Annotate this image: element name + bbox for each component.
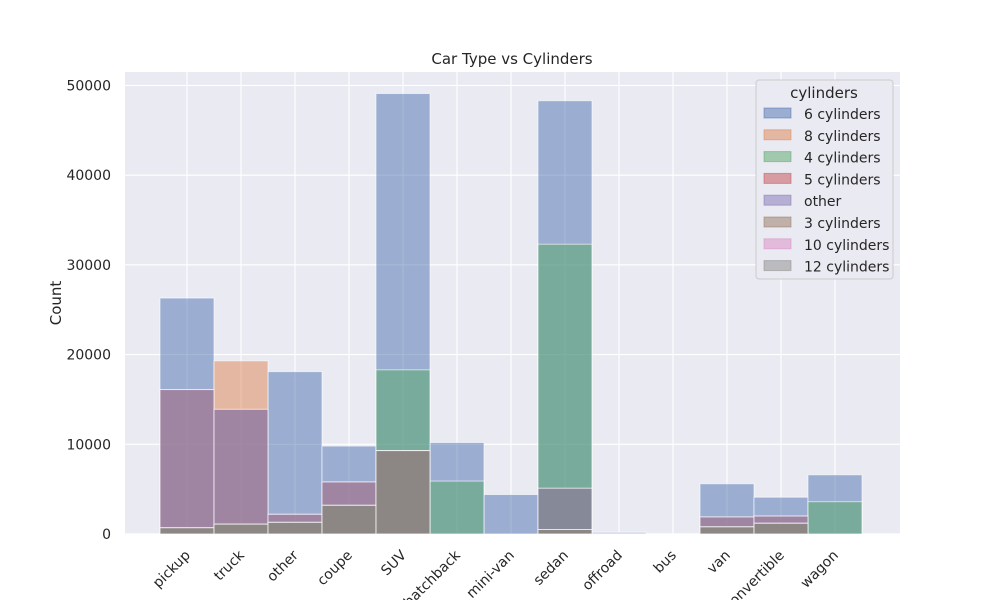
bar xyxy=(591,532,647,535)
bar xyxy=(159,527,215,535)
bar xyxy=(483,494,539,535)
bars xyxy=(159,93,863,535)
x-tick-label: SUV xyxy=(378,547,410,579)
bar xyxy=(699,526,755,535)
legend-swatch xyxy=(763,172,792,184)
x-tick-label: convertible xyxy=(721,548,788,600)
bar xyxy=(267,521,323,535)
legend-title: cylinders xyxy=(790,84,858,102)
y-tick-label: 30000 xyxy=(66,258,111,274)
legend-label: other xyxy=(804,194,842,210)
bar xyxy=(321,504,377,535)
legend-label: 12 cylinders xyxy=(804,260,889,276)
legend-swatch xyxy=(763,238,792,250)
x-tick-label: van xyxy=(704,548,734,578)
x-tick-label: pickup xyxy=(150,547,194,591)
legend-swatch xyxy=(763,194,792,206)
x-tick-label: wagon xyxy=(798,548,842,592)
y-axis-label: Count xyxy=(47,281,65,326)
y-tick-label: 40000 xyxy=(66,168,111,184)
x-tick-label: sedan xyxy=(531,548,572,589)
x-tick-label: offroad xyxy=(579,548,625,594)
legend-swatch xyxy=(763,151,792,163)
x-tick-label: hatchback xyxy=(401,547,464,600)
bar xyxy=(159,389,215,535)
legend-swatch xyxy=(763,216,792,228)
bar xyxy=(213,523,269,535)
legend-label: 4 cylinders xyxy=(804,151,881,167)
legend-label: 6 cylinders xyxy=(804,107,881,123)
y-tick-label: 0 xyxy=(102,527,111,543)
legend-items: 6 cylinders 8 cylinders 4 cylinders 5 cylin… xyxy=(763,107,889,276)
legend-swatch xyxy=(763,260,792,272)
legend-swatch xyxy=(763,129,792,141)
x-tick-label: coupe xyxy=(314,548,355,589)
bar xyxy=(375,450,431,535)
bar xyxy=(429,480,485,535)
y-tick-label: 50000 xyxy=(66,78,111,94)
x-tick-label: mini-van xyxy=(464,548,518,600)
x-tick-label: bus xyxy=(651,548,680,577)
bar xyxy=(267,371,323,535)
legend-label: 3 cylinders xyxy=(804,216,881,232)
bar xyxy=(537,487,593,535)
bar xyxy=(537,529,593,535)
chart-title: Car Type vs Cylinders xyxy=(431,50,592,68)
x-tick-label: other xyxy=(264,547,302,585)
legend-label: 8 cylinders xyxy=(804,129,881,145)
legend-swatch xyxy=(763,107,792,119)
y-tick-label: 10000 xyxy=(66,437,111,453)
bar xyxy=(213,408,269,535)
legend: cylinders 6 cylinders 8 cylinders 4 cylind… xyxy=(755,79,894,280)
legend-label: 10 cylinders xyxy=(804,238,889,254)
legend-label: 5 cylinders xyxy=(804,172,881,188)
bar xyxy=(807,501,863,535)
x-tick-label: truck xyxy=(211,547,248,584)
y-tick-label: 20000 xyxy=(66,348,111,364)
bar xyxy=(753,522,809,535)
bar xyxy=(537,243,593,535)
